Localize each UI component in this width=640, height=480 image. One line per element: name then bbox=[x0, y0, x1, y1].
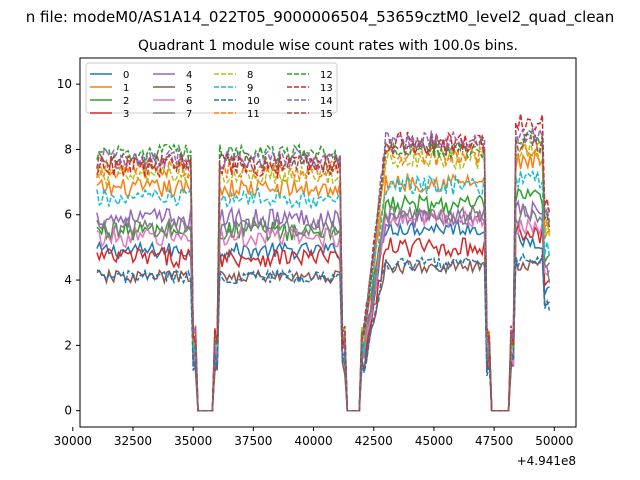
y-tick-label: 8 bbox=[64, 142, 72, 156]
series-line-5 bbox=[96, 255, 551, 412]
legend-label-12: 12 bbox=[320, 70, 333, 81]
x-tick-label: 32500 bbox=[114, 434, 152, 448]
y-tick-label: 2 bbox=[64, 338, 72, 352]
series-line-3 bbox=[96, 222, 551, 412]
legend-label-14: 14 bbox=[320, 96, 333, 107]
series-line-9 bbox=[96, 169, 551, 412]
series-line-6 bbox=[96, 207, 551, 412]
legend-label-0: 0 bbox=[123, 70, 129, 81]
legend-frame bbox=[85, 62, 338, 114]
plot-frame bbox=[79, 57, 577, 428]
x-axis-offset-label: +4.941e8 bbox=[517, 454, 576, 468]
legend-label-3: 3 bbox=[123, 109, 129, 120]
legend-label-2: 2 bbox=[123, 96, 129, 107]
legend-label-5: 5 bbox=[186, 83, 192, 94]
series-line-14 bbox=[96, 127, 551, 412]
x-tick-label: 47500 bbox=[475, 434, 513, 448]
series-line-2 bbox=[96, 187, 551, 412]
x-axis: 30000 32500 35000 37500 40000 42500 45000 47500… bbox=[54, 427, 573, 448]
legend-label-7: 7 bbox=[186, 109, 192, 120]
x-tick-label: 50000 bbox=[535, 434, 573, 448]
legend-label-8: 8 bbox=[247, 70, 253, 81]
y-tick-label: 10 bbox=[57, 77, 72, 91]
chart-title: Quadrant 1 module wise count rates with … bbox=[138, 38, 518, 54]
series-line-1 bbox=[96, 151, 551, 412]
legend-label-1: 1 bbox=[123, 83, 129, 94]
series-line-10 bbox=[96, 252, 551, 412]
series-line-7 bbox=[96, 204, 551, 412]
x-tick-label: 45000 bbox=[415, 434, 453, 448]
x-tick-label: 35000 bbox=[174, 434, 212, 448]
x-tick-label: 40000 bbox=[294, 434, 332, 448]
series-line-15 bbox=[96, 133, 551, 412]
series-layer bbox=[96, 113, 551, 412]
legend-label-4: 4 bbox=[186, 70, 192, 81]
legend-label-10: 10 bbox=[247, 96, 260, 107]
chart-suptitle: n file: modeM0/AS1A14_022T05_9000006504_… bbox=[26, 8, 615, 27]
legend-label-13: 13 bbox=[320, 83, 333, 94]
x-tick-label: 42500 bbox=[355, 434, 393, 448]
series-line-12 bbox=[96, 129, 551, 412]
legend-label-11: 11 bbox=[247, 109, 260, 120]
legend-label-9: 9 bbox=[247, 83, 253, 94]
series-line-13 bbox=[96, 113, 551, 412]
plot-area bbox=[79, 57, 577, 428]
legend-label-15: 15 bbox=[320, 109, 333, 120]
y-axis: 0 2 4 6 8 10 bbox=[57, 77, 80, 418]
y-tick-label: 0 bbox=[64, 404, 72, 418]
y-tick-label: 6 bbox=[64, 208, 72, 222]
x-tick-label: 30000 bbox=[54, 434, 92, 448]
x-tick-label: 37500 bbox=[234, 434, 272, 448]
series-line-11 bbox=[96, 141, 551, 412]
legend-label-6: 6 bbox=[186, 96, 192, 107]
y-tick-label: 4 bbox=[64, 273, 72, 287]
